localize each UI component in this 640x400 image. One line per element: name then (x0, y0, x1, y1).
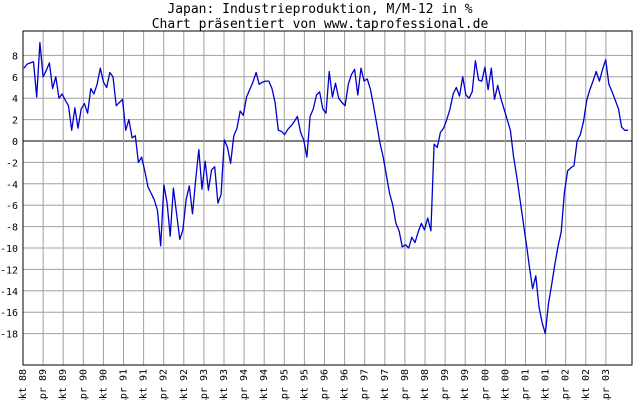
x-tick-label: Okt 93 (219, 369, 230, 400)
x-tick-label: Apr 99 (440, 369, 451, 400)
x-tick-label: Apr 92 (159, 369, 170, 400)
y-tick-label: -8 (6, 223, 18, 234)
x-tick-label: Apr 91 (119, 369, 130, 400)
y-tick-label: 4 (12, 94, 18, 105)
x-tick-label: Okt 96 (340, 369, 351, 400)
x-tick-label: Okt 91 (139, 369, 150, 400)
x-tick-label: Apr 02 (561, 369, 572, 400)
x-tick-label: Apr 96 (320, 369, 331, 400)
chart-title-block: Japan: Industrieproduktion, M/M-12 in % … (0, 2, 640, 32)
x-tick-label: Apr 98 (400, 369, 411, 400)
x-tick-label: Okt 98 (420, 369, 431, 400)
series-line (23, 41, 628, 335)
y-tick-label: -14 (0, 287, 18, 298)
chart-subtitle: Chart präsentiert von www.taprofessional… (151, 17, 489, 32)
x-tick-label: Okt 89 (58, 369, 69, 400)
chart-title: Japan: Industrieproduktion, M/M-12 in % (167, 2, 473, 17)
y-tick-label: 6 (12, 73, 18, 84)
y-tick-label: -12 (0, 265, 18, 276)
x-tick-label: Apr 90 (78, 369, 89, 400)
x-tick-label: Okt 88 (18, 369, 29, 400)
y-tick-label: -18 (0, 330, 18, 341)
x-tick-label: Apr 94 (239, 369, 250, 400)
x-tick-label: Okt 97 (380, 369, 391, 400)
y-tick-label: 0 (12, 137, 18, 148)
x-tick-label: Apr 95 (279, 369, 290, 400)
x-tick-label: Okt 00 (500, 369, 511, 400)
y-tick-label: -4 (6, 180, 18, 191)
x-tick-label: Okt 95 (299, 369, 310, 400)
x-tick-label: Apr 00 (480, 369, 491, 400)
x-tick-label: Apr 01 (521, 369, 532, 400)
y-tick-label: -16 (0, 308, 18, 319)
x-tick-label: Okt 02 (581, 369, 592, 400)
x-tick-label: Okt 99 (460, 369, 471, 400)
plot-frame (22, 30, 633, 366)
y-tick-label: 8 (12, 51, 18, 62)
x-tick-label: Apr 89 (38, 369, 49, 400)
x-tick-label: Okt 01 (541, 369, 552, 400)
y-tick-label: 2 (12, 116, 18, 127)
x-tick-label: Apr 03 (601, 369, 612, 400)
x-tick-label: Apr 93 (199, 369, 210, 400)
y-tick-label: -6 (6, 201, 18, 212)
x-tick-label: Okt 90 (98, 369, 109, 400)
y-tick-label: -10 (0, 244, 18, 255)
x-tick-label: Okt 92 (179, 369, 190, 400)
x-tick-label: Apr 97 (360, 369, 371, 400)
y-tick-label: -2 (6, 158, 18, 169)
x-tick-label: Okt 94 (259, 369, 270, 400)
